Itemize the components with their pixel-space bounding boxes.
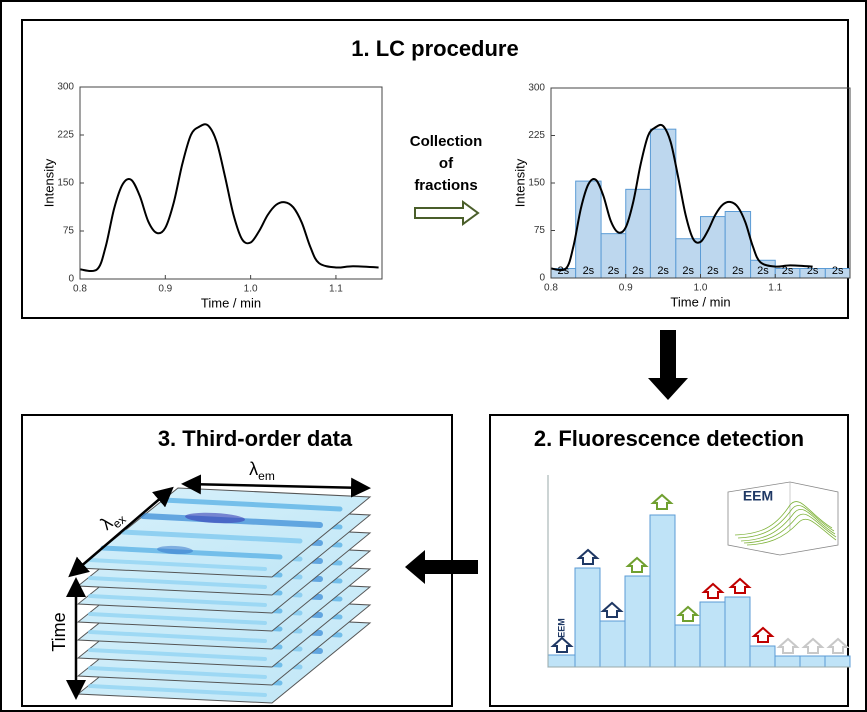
y-tick-label: 75 [534, 225, 546, 236]
inset-label: EEM [743, 488, 773, 504]
x-tick-label: 0.9 [619, 283, 633, 294]
y-axis-label: Intensity [41, 158, 56, 207]
bar-label: 2s [657, 265, 669, 277]
bar-label: 2s [832, 265, 844, 277]
x-tick-label: 1.0 [244, 284, 258, 295]
y-tick-label: 150 [57, 178, 74, 189]
bar-label: 2s [782, 265, 794, 277]
x-tick-label: 0.9 [158, 284, 172, 295]
subscript: em [258, 469, 275, 483]
panel-title: 2. Fluorescence detection [534, 426, 804, 451]
time-label: Time [49, 612, 69, 651]
bar-label: 2s [632, 265, 644, 277]
x-tick-label: 1.1 [329, 284, 343, 295]
x-tick-label: 1.0 [694, 283, 708, 294]
collection-arrow [415, 202, 478, 224]
bar-label: 2s [583, 265, 595, 277]
bar-label: 2s [807, 265, 819, 277]
x-axis-label: Time / min [670, 294, 730, 309]
plot-frame [80, 87, 382, 279]
x-tick-label: 1.1 [768, 283, 782, 294]
chromatogram-line [80, 124, 379, 271]
arrow-text: of [439, 155, 454, 172]
fraction-bar [576, 181, 601, 278]
bar-label: 2s [707, 265, 719, 277]
symbol: λ [249, 459, 258, 479]
y-tick-label: 75 [63, 226, 75, 237]
x-axis-label: Time / min [201, 295, 261, 310]
arrow-text: fractions [414, 177, 477, 194]
x-tick-label: 0.8 [544, 283, 558, 294]
bar-label: 2s [608, 265, 620, 277]
y-tick-label: 225 [528, 130, 545, 141]
y-tick-label: 150 [528, 178, 545, 189]
figure: 1. LC procedure Collection of fractions … [0, 0, 867, 712]
bar-label: 2s [757, 265, 769, 277]
x-tick-label: 0.8 [73, 284, 87, 295]
lambda-em-arrow [186, 484, 366, 488]
lambda-em-label: λem [249, 459, 275, 483]
bar-label: 2s [558, 265, 570, 277]
arrow-text: Collection [410, 133, 483, 150]
down-arrow [648, 330, 688, 400]
left-arrow [405, 550, 478, 584]
bar-label: 2s [732, 265, 744, 277]
y-tick-label: 300 [57, 82, 74, 93]
eem-label: EEM [556, 618, 566, 638]
bar-label: 2s [682, 265, 694, 277]
y-tick-label: 225 [57, 130, 74, 141]
y-axis-label: Intensity [512, 158, 527, 207]
panel-title: 3. Third-order data [158, 426, 353, 451]
panel-title: 1. LC procedure [351, 36, 518, 61]
y-tick-label: 300 [528, 83, 545, 94]
